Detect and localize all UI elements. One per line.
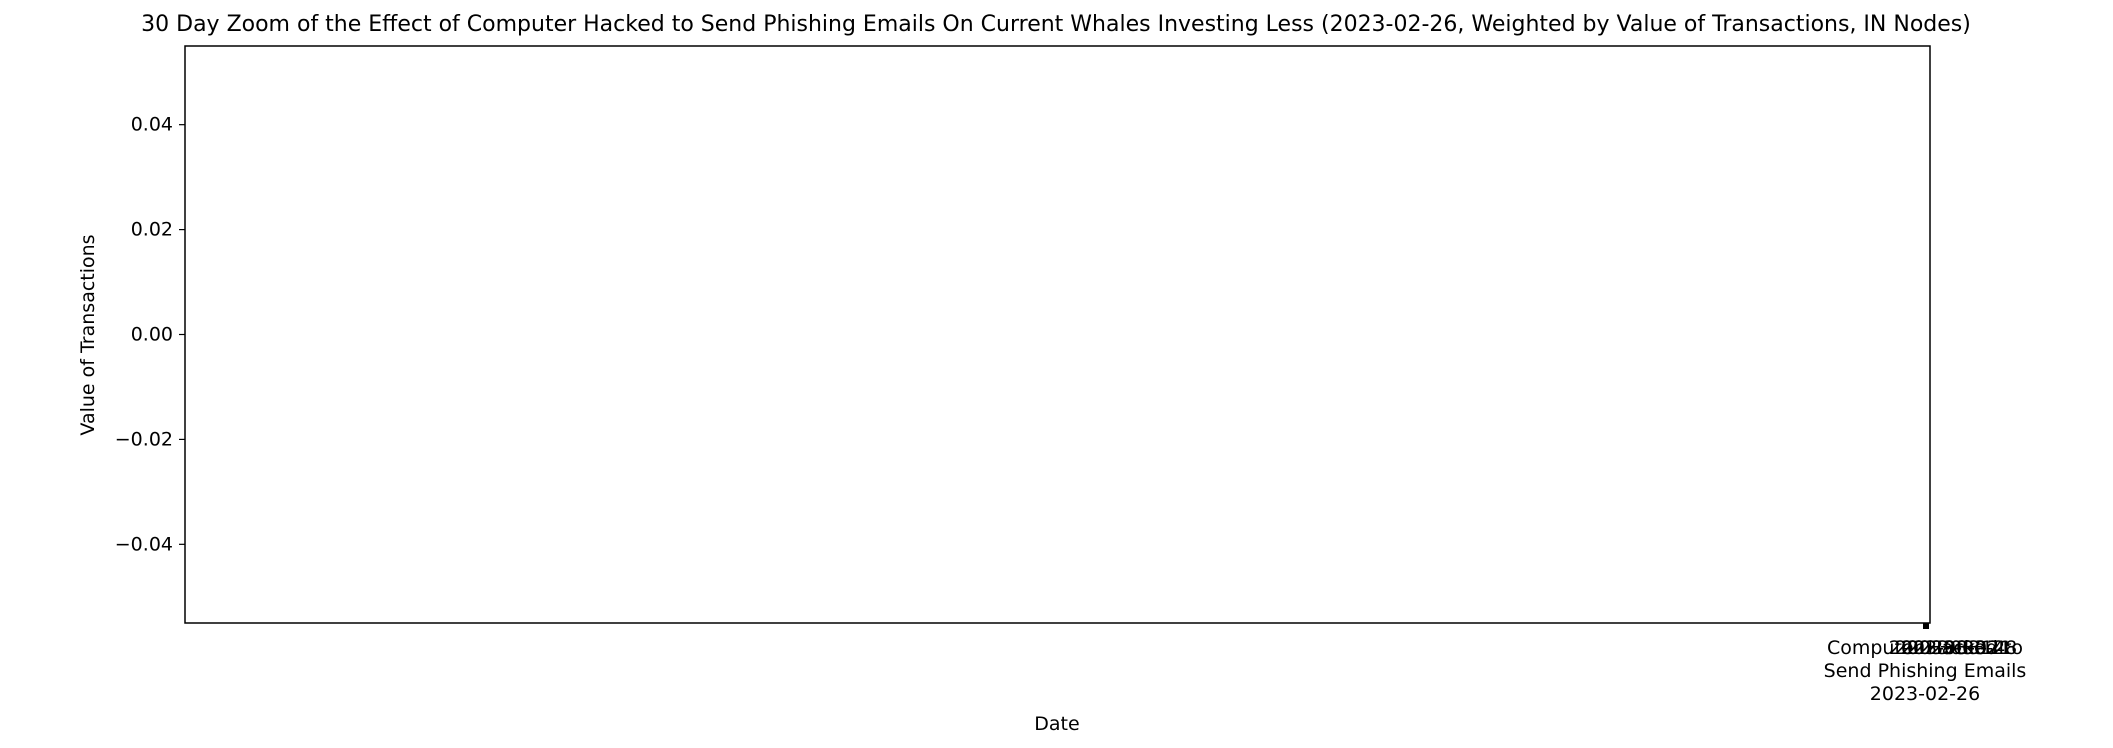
y-axis: 0.04 0.02 0.00 −0.02 −0.04 [115,114,185,555]
x-tick-label: 2023-03-21 [1901,637,2011,659]
x-tick-label: 2023-03-14 [1895,637,2005,659]
chart-title: 30 Day Zoom of the Effect of Computer Ha… [141,12,1971,37]
x-axis-label: Date [1034,713,1079,735]
event-label-line: 2023-02-26 [1870,683,1980,705]
y-tick-label: 0.00 [131,324,173,346]
y-tick-label: −0.04 [115,533,173,555]
x-tick-label: 2023-03-28 [1907,637,2017,659]
y-axis-label: Value of Transactions [77,234,99,435]
y-tick-label: 0.02 [131,219,173,241]
event-label-line: Send Phishing Emails [1824,660,2027,682]
y-tick-label: 0.04 [131,114,173,136]
y-tick-label: −0.02 [115,428,173,450]
plot-area [184,45,1931,624]
x-tick-label: 2023-03-07 [1889,637,1999,659]
event-label-line: Computer Hacked to [1827,637,2023,659]
